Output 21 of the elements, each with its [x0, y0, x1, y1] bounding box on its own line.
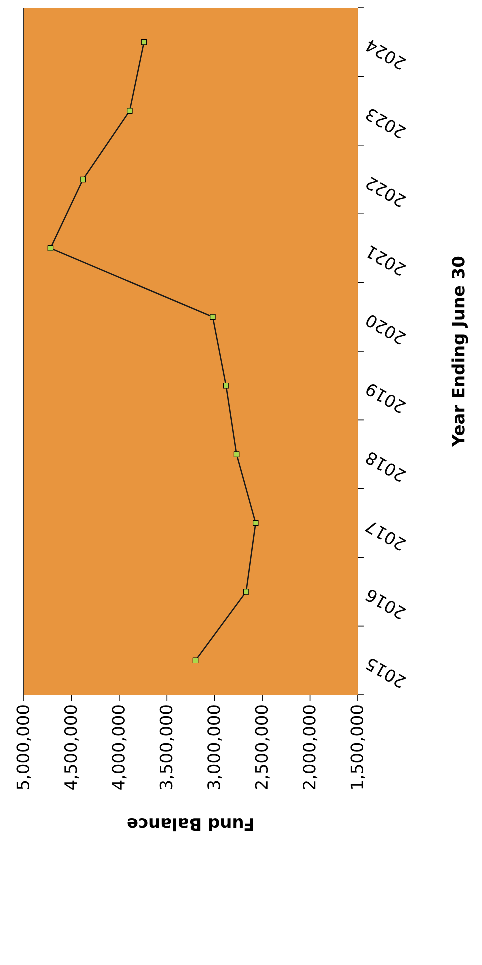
x-tick-label: 3,500,000	[160, 706, 174, 790]
y-tick-label: 2017	[365, 522, 406, 551]
point	[252, 520, 259, 526]
point	[80, 176, 86, 183]
x-tick-label: 4,000,000	[112, 706, 127, 790]
point	[141, 39, 148, 46]
point	[127, 108, 133, 114]
point	[192, 658, 199, 664]
point	[210, 314, 216, 320]
y-axis-title: Year Ending June 30	[452, 256, 468, 448]
x-axis-title: Fund Balance	[128, 818, 254, 832]
x-tick-label: 4,500,000	[64, 706, 79, 790]
x-tick-label: 2,000,000	[303, 706, 318, 790]
x-tick-label: 3,000,000	[208, 706, 222, 790]
x-tick-label: 5,000,000	[16, 706, 32, 790]
point	[243, 589, 250, 595]
x-tick-label: 2,500,000	[255, 706, 270, 790]
x-tick-label: 1,500,000	[350, 706, 366, 789]
point	[234, 452, 240, 458]
point	[48, 246, 54, 252]
point	[223, 382, 230, 389]
